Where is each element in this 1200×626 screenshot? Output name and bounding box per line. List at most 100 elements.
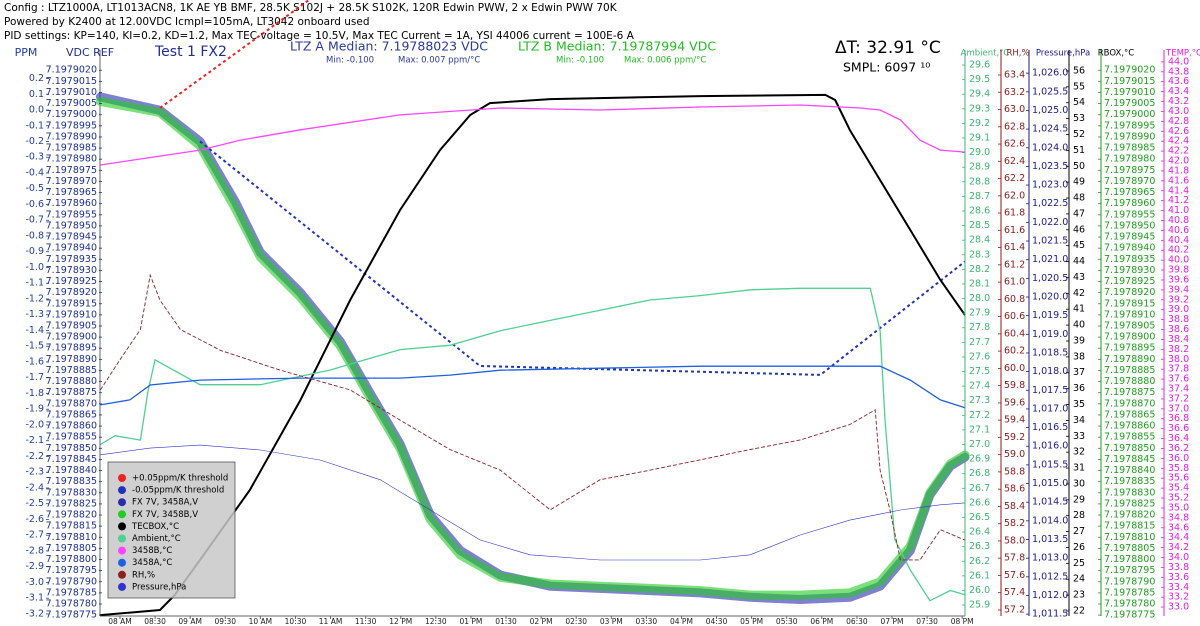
y-tick-label: -2.5 (25, 498, 44, 509)
y-tick-label: 35 (1073, 399, 1085, 410)
y-tick-label: 7.1978990 (1104, 131, 1155, 142)
y-tick-label: 7.1978975 (1104, 165, 1155, 176)
y-tick-label: -2.1 (25, 435, 44, 446)
axis-title: Pressure,hPa (1036, 49, 1090, 59)
y-tick-label: 7.1978920 (1104, 287, 1155, 298)
y-tick-label: 26.0 (969, 585, 990, 596)
sample-count: SMPL: 6097 ¹⁰ (843, 60, 930, 75)
legend-marker (118, 486, 126, 495)
median-label: LTZ B Median: 7.19787994 VDC (518, 39, 716, 54)
y-tick-label: -2.8 (25, 545, 44, 556)
y-tick-label: 7.1978915 (1104, 298, 1155, 309)
y-tick-label: 63.4 (1004, 70, 1025, 81)
median-max: Max: 0.006 ppm/°C (624, 56, 706, 66)
y-tick-label: 41.4 (1168, 185, 1189, 196)
y-tick-label: 7.1978960 (46, 198, 97, 209)
series-line (199, 140, 966, 376)
legend-label: 3458A,°C (132, 558, 172, 568)
y-tick-label: 7.1978780 (46, 598, 97, 609)
y-tick-label: 1,012.5 (1032, 571, 1068, 582)
y-tick-label: 7.1978925 (46, 276, 97, 287)
y-tick-label: 7.1978940 (1104, 243, 1155, 254)
y-tick-label: 7.1978820 (1104, 510, 1155, 521)
y-tick-label: 7.1978840 (46, 465, 97, 476)
y-tick-label: 7.1978955 (1104, 209, 1155, 220)
y-tick-label: -3.0 (25, 577, 44, 588)
x-tick-label: 05 PM (740, 617, 763, 626)
y-tick-label: -3.1 (25, 593, 44, 604)
y-tick-label: 35.6 (1168, 473, 1189, 484)
y-tick-label: 7.1978855 (1104, 432, 1155, 443)
y-tick-label: 28.9 (969, 162, 990, 173)
y-tick-label: 41.8 (1168, 165, 1189, 176)
y-tick-label: 50 (1073, 161, 1085, 172)
y-tick-label: 7.1978870 (46, 398, 97, 409)
y-tick-label: 25.9 (969, 600, 990, 611)
y-tick-label: 7.1978775 (1104, 610, 1155, 621)
y-tick-label: 7.1978915 (46, 298, 97, 309)
y-tick-label: 60.2 (1004, 346, 1025, 357)
y-tick-label: 38.8 (1168, 314, 1189, 325)
y-tick-label: 7.1978960 (1104, 198, 1155, 209)
chart-title: Test 1 FX2 (154, 44, 227, 60)
y-tick-label: 34.8 (1168, 512, 1189, 523)
y-tick-label: 62.8 (1004, 121, 1025, 132)
y-tick-label: -1.5 (25, 341, 44, 352)
y-tick-label: 58.8 (1004, 466, 1025, 477)
y-tick-label: 40.0 (1168, 255, 1189, 266)
y-tick-label: 7.1978975 (46, 165, 97, 176)
y-tick-label: 43.6 (1168, 76, 1189, 87)
y-tick-label: -0.2 (25, 136, 44, 147)
y-tick-label: 40.8 (1168, 215, 1189, 226)
y-tick-label: 7.1978890 (46, 354, 97, 365)
y-tick-label: 55 (1073, 81, 1085, 92)
y-tick-label: 24 (1073, 574, 1085, 585)
y-tick-label: 61.0 (1004, 277, 1025, 288)
y-tick-label: 7.1978900 (46, 332, 97, 343)
y-tick-label: -0.7 (25, 215, 44, 226)
y-tick-label: 7.1978905 (46, 320, 97, 331)
y-tick-label: 1,022.0 (1032, 217, 1068, 228)
y-tick-label: 36.8 (1168, 413, 1189, 424)
y-tick-label: 28.7 (969, 191, 990, 202)
y-tick-label: 63.0 (1004, 104, 1025, 115)
y-tick-label: 49 (1073, 177, 1085, 188)
y-tick-label: -2.2 (25, 451, 44, 462)
y-tick-label: 7.1978935 (46, 254, 97, 265)
y-tick-label: 7.1978785 (1104, 587, 1155, 598)
y-tick-label: 29.1 (969, 133, 990, 144)
x-tick-label: 09:30 (214, 617, 236, 626)
y-tick-label: -3.2 (25, 608, 44, 619)
y-tick-label: 26.1 (969, 570, 990, 581)
y-tick-label: 34.6 (1168, 522, 1189, 533)
y-tick-label: 43.2 (1168, 96, 1189, 107)
y-tick-label: 1,015.0 (1032, 478, 1068, 489)
y-tick-label: -1.3 (25, 309, 44, 320)
y-tick-label: 35.8 (1168, 463, 1189, 474)
y-tick-label: 62.4 (1004, 156, 1025, 167)
x-tick-label: 02:30 (565, 617, 587, 626)
y-tick-label: 34.4 (1168, 532, 1189, 543)
y-tick-label: 7.1978930 (1104, 265, 1155, 276)
y-tick-label: 7.1978800 (46, 554, 97, 565)
axis-title: Ambient,°C (961, 49, 1010, 59)
axis-title: RH,% (1006, 49, 1029, 59)
y-tick-label: 1,024.5 (1032, 124, 1068, 135)
y-tick-label: -1.7 (25, 372, 44, 383)
y-tick-label: 27.2 (969, 410, 990, 421)
x-tick-label: 09 AM (178, 617, 202, 626)
y-tick-label: 37.2 (1168, 393, 1189, 404)
y-tick-label: -1.1 (25, 278, 44, 289)
y-tick-label: 58.4 (1004, 501, 1025, 512)
y-tick-label: 56 (1073, 65, 1085, 76)
y-tick-label: 0.1 (29, 89, 44, 100)
y-tick-label: 7.1979020 (1104, 65, 1155, 76)
y-tick-label: 45 (1073, 240, 1085, 251)
legend-label: -0.05ppm/K threshold (132, 486, 224, 496)
y-tick-label: 29.0 (969, 147, 990, 158)
y-tick-label: -1.2 (25, 293, 44, 304)
y-tick-label: 37.4 (1168, 384, 1189, 395)
y-tick-label: 61.2 (1004, 259, 1025, 270)
y-tick-label: 29.3 (969, 103, 990, 114)
x-tick-label: 08:30 (144, 617, 166, 626)
